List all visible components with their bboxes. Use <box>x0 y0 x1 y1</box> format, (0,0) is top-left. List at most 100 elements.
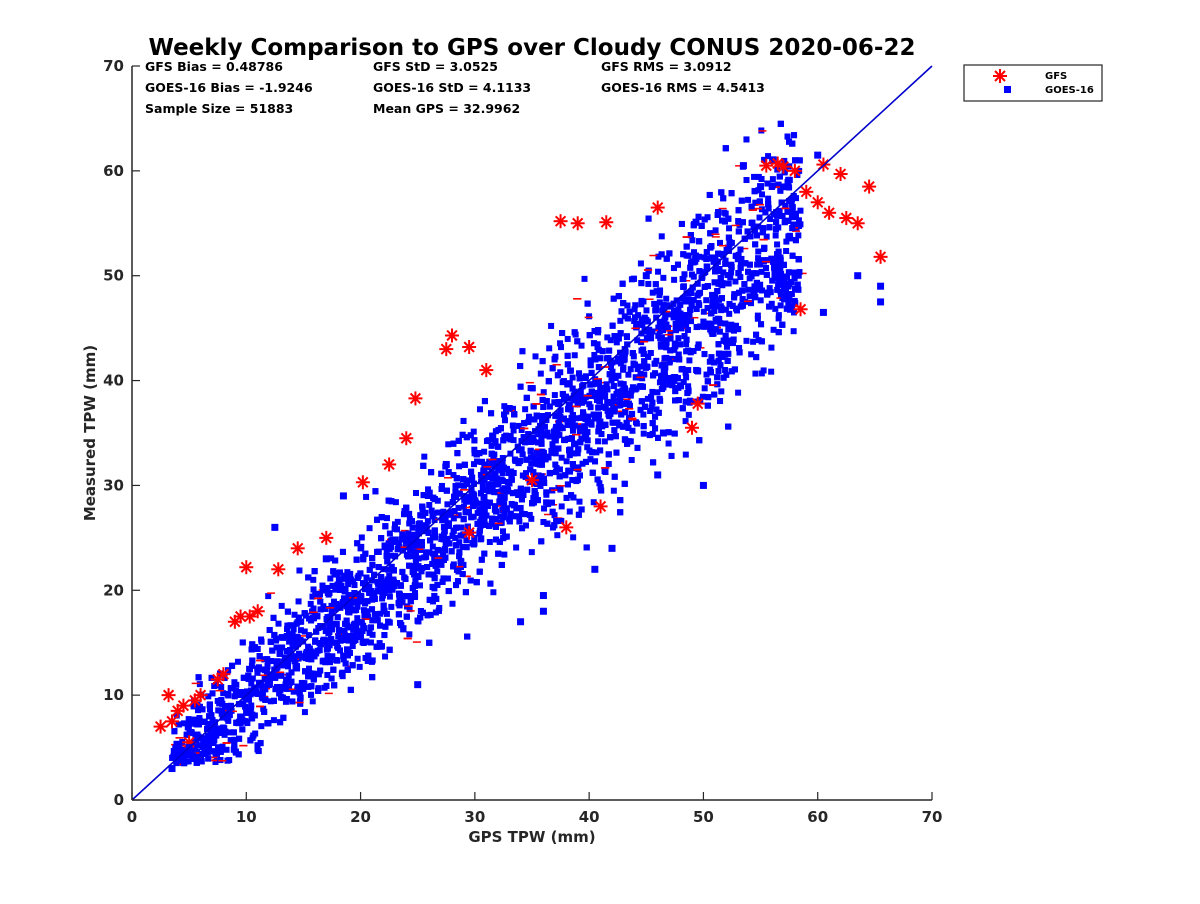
cloud-point <box>527 512 533 518</box>
cloud-point <box>294 621 300 627</box>
cloud-point <box>645 281 651 287</box>
cloud-point <box>718 354 724 360</box>
cloud-point <box>652 307 658 313</box>
cloud-point <box>771 327 777 333</box>
cloud-point <box>305 644 311 650</box>
cloud-point <box>469 475 475 481</box>
cloud-point <box>758 297 764 303</box>
cloud-point <box>666 375 672 381</box>
cloud-point <box>572 352 578 358</box>
cloud-point <box>271 717 277 723</box>
cloud-point <box>430 495 436 501</box>
cloud-point <box>767 224 773 230</box>
cloud-point <box>337 569 343 575</box>
cloud-point <box>727 241 733 247</box>
cloud-point <box>613 375 619 381</box>
cloud-point <box>531 438 537 444</box>
cloud-point <box>298 627 304 633</box>
cloud-point <box>776 312 782 318</box>
cloud-point <box>335 614 341 620</box>
cloud-point <box>768 369 774 375</box>
cloud-point <box>673 356 679 362</box>
cloud-point <box>786 139 792 145</box>
cloud-point <box>552 392 558 398</box>
cloud-point <box>745 197 751 203</box>
cloud-point <box>268 658 274 664</box>
cloud-point <box>325 646 331 652</box>
cloud-point <box>641 431 647 437</box>
cloud-point <box>446 588 452 594</box>
cloud-point <box>554 532 560 538</box>
cloud-point <box>427 537 433 543</box>
cloud-point <box>786 182 792 188</box>
cloud-point <box>445 441 451 447</box>
cloud-point <box>426 502 432 508</box>
cloud-point <box>373 644 379 650</box>
cloud-point <box>358 545 364 551</box>
cloud-point <box>403 505 409 511</box>
cloud-point <box>368 624 374 630</box>
cloud-point <box>763 265 769 271</box>
cloud-point <box>660 275 666 281</box>
cloud-point <box>787 233 793 239</box>
cloud-point <box>317 599 323 605</box>
cloud-point <box>658 342 664 348</box>
cloud-point <box>343 661 349 667</box>
cloud-point <box>586 313 592 319</box>
cloud-point <box>565 361 571 367</box>
cloud-point <box>649 389 655 395</box>
cloud-point <box>231 729 237 735</box>
cloud-point <box>333 640 339 646</box>
cloud-point <box>409 518 415 524</box>
cloud-point <box>606 461 612 467</box>
cloud-point <box>540 397 546 403</box>
cloud-point <box>381 632 387 638</box>
cloud-point <box>550 365 556 371</box>
cloud-point <box>618 330 624 336</box>
cloud-point <box>423 549 429 555</box>
cloud-point <box>743 338 749 344</box>
cloud-point <box>759 176 765 182</box>
cloud-point <box>685 327 691 333</box>
cloud-point <box>239 726 245 732</box>
cloud-point <box>733 253 739 259</box>
cloud-point <box>658 362 664 368</box>
cloud-point <box>714 381 720 387</box>
cloud-point <box>618 308 624 314</box>
cloud-point <box>657 335 663 341</box>
cloud-point <box>479 557 485 563</box>
cloud-point <box>336 627 342 633</box>
cloud-point <box>279 634 285 640</box>
cloud-point <box>526 414 532 420</box>
cloud-point <box>510 422 516 428</box>
cloud-point <box>736 207 742 213</box>
cloud-point <box>327 659 333 665</box>
cloud-point <box>571 441 577 447</box>
cloud-point <box>487 581 493 587</box>
cloud-point <box>296 598 302 604</box>
cloud-point <box>625 315 631 321</box>
cloud-point <box>726 280 732 286</box>
cloud-point <box>286 632 292 638</box>
cloud-point <box>480 511 486 517</box>
cloud-point <box>520 473 526 479</box>
cloud-point <box>382 523 388 529</box>
cloud-point <box>375 617 381 623</box>
cloud-point <box>753 354 759 360</box>
cloud-point <box>641 423 647 429</box>
cloud-point <box>501 495 507 501</box>
cloud-point <box>655 269 661 275</box>
cloud-point <box>634 445 640 451</box>
cloud-point <box>631 276 637 282</box>
cloud-point <box>430 584 436 590</box>
cloud-point <box>297 701 303 707</box>
cloud-point <box>468 469 474 475</box>
cloud-point <box>684 390 690 396</box>
cloud-point <box>510 490 516 496</box>
cloud-point <box>689 237 695 243</box>
cloud-point <box>481 551 487 557</box>
cloud-point <box>538 538 544 544</box>
cloud-point <box>671 277 677 283</box>
